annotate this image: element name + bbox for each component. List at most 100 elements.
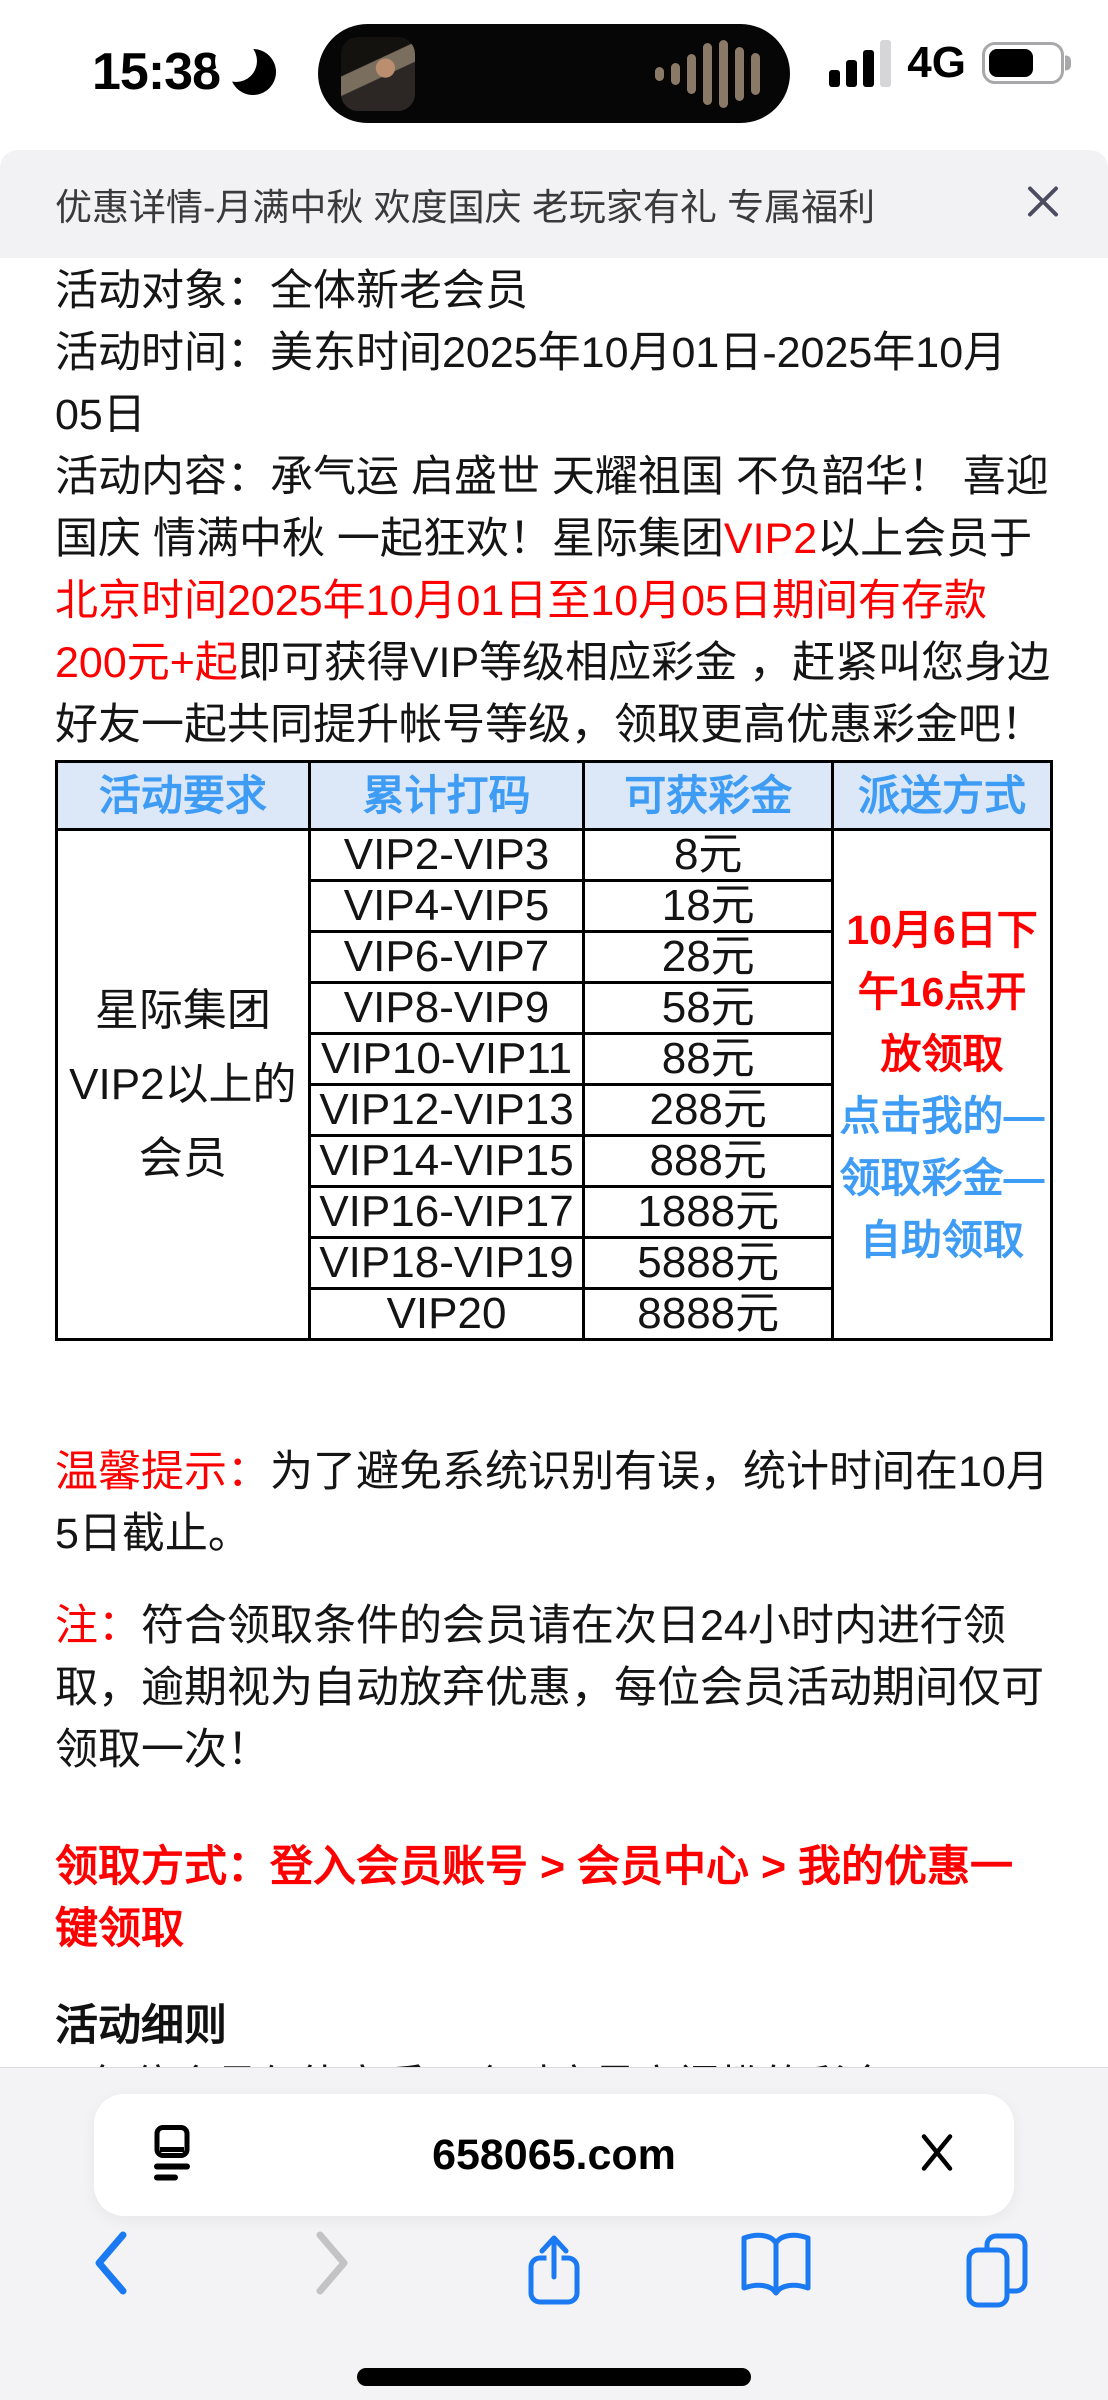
- tier-bonus: 8元: [582, 828, 835, 882]
- status-bar: 15:38 4G: [0, 0, 1108, 150]
- tier-range: VIP16-VIP17: [307, 1185, 586, 1239]
- content-text: 活动内容：承气运 启盛世 天耀祖国 不负韶华！ 喜迎国庆 情满中秋 一起狂欢！星…: [55, 453, 1049, 563]
- tier-range: VIP8-VIP9: [307, 981, 586, 1035]
- signal-bar: [880, 40, 892, 87]
- requirement-line: VIP2以上的: [69, 1059, 297, 1109]
- content-highlight-period: 北京时间2025年10月01日至10月05日期间有存款200元+起: [55, 577, 987, 687]
- reader-page-settings-icon[interactable]: [146, 2124, 198, 2187]
- delivery-time-text: 10月6日下午16点开放领取: [846, 906, 1038, 1077]
- tier-bonus: 288元: [582, 1083, 835, 1137]
- tier-range: VIP20: [307, 1287, 586, 1341]
- tier-range: VIP12-VIP13: [307, 1083, 586, 1137]
- table-row: VIP18-VIP19 5888元: [57, 1236, 1052, 1290]
- col-header-delivery: 派送方式: [831, 760, 1053, 831]
- signal-bar: [846, 60, 858, 87]
- col-header-wagering: 累计打码: [307, 760, 586, 831]
- tier-bonus: 18元: [582, 879, 835, 933]
- table-row: VIP8-VIP9 58元: [57, 981, 1052, 1035]
- battery-nub: [1065, 55, 1071, 71]
- cellular-signal-icon: [829, 39, 892, 87]
- tier-range: VIP10-VIP11: [307, 1032, 586, 1086]
- promo-sheet-header: 优惠详情-月满中秋 欢度国庆 老玩家有礼 专属福利: [0, 150, 1108, 258]
- time-cluster: 15:38: [92, 40, 276, 102]
- rules-title: 活动细则: [55, 2002, 227, 2050]
- audience-line: 活动对象：全体新老会员: [55, 267, 528, 315]
- tier-range: VIP18-VIP19: [307, 1236, 586, 1290]
- requirement-line: 会员: [138, 1133, 227, 1183]
- tier-range: VIP4-VIP5: [307, 879, 586, 933]
- network-type-label: 4G: [907, 38, 966, 87]
- do-not-disturb-moon-icon: [215, 40, 276, 95]
- claim-method-line: 领取方式：登入会员账号 > 会员中心 > 我的优惠一键领取: [55, 1843, 1014, 1953]
- address-bar[interactable]: 658065.com: [94, 2094, 1014, 2216]
- requirement-line: 星际集团: [94, 985, 271, 1035]
- forward-button[interactable]: [222, 2228, 444, 2338]
- table-row: VIP16-VIP17 1888元: [57, 1185, 1052, 1239]
- tier-bonus: 8888元: [582, 1287, 835, 1341]
- share-button[interactable]: [443, 2228, 665, 2338]
- warm-tip-label: 温馨提示：: [55, 1448, 270, 1496]
- table-row: VIP12-VIP13 288元: [57, 1083, 1052, 1137]
- tier-range: VIP14-VIP15: [307, 1134, 586, 1188]
- waveform-bar: [719, 39, 728, 108]
- table-row: VIP4-VIP5 18元: [57, 879, 1052, 933]
- now-playing-album-art: [341, 37, 415, 111]
- content-paragraph: 活动内容：承气运 启盛世 天耀祖国 不负韶华！ 喜迎国庆 情满中秋 一起狂欢！星…: [55, 446, 1053, 756]
- note-label: 注：: [55, 1602, 141, 1650]
- note-line: 注：符合领取条件的会员请在次日24小时内进行领取，逾期视为自动放弃优惠，每位会员…: [55, 1595, 1053, 1781]
- dynamic-island[interactable]: [318, 24, 790, 123]
- requirement-cell: 星际集团 VIP2以上的 会员: [55, 828, 311, 1341]
- signal-bar: [829, 70, 841, 87]
- content-text: 即可获得VIP等级相应彩金 ，赶紧叫您身边好友一起共同提升帐号等级，领取更高优惠…: [55, 639, 1051, 749]
- col-header-requirement: 活动要求: [55, 760, 311, 831]
- delivery-path-text: 点击我的—领取彩金—自助领取: [839, 1092, 1045, 1263]
- battery-icon: [982, 42, 1071, 84]
- safari-bottom-chrome: 658065.com: [0, 2068, 1108, 2400]
- battery-fill: [989, 49, 1033, 77]
- table-header-row: 活动要求 累计打码 可获彩金 派送方式: [55, 760, 1053, 831]
- safari-toolbar: [0, 2228, 1108, 2338]
- clock-time: 15:38: [92, 43, 221, 101]
- tier-bonus: 58元: [582, 981, 835, 1035]
- waveform-bar: [671, 62, 680, 85]
- content-highlight-vip: VIP2: [723, 515, 818, 563]
- tier-range: VIP2-VIP3: [307, 828, 586, 882]
- content-text: 以上会员于: [817, 515, 1033, 563]
- tier-bonus: 88元: [582, 1032, 835, 1086]
- url-text: 658065.com: [432, 2130, 676, 2179]
- home-indicator[interactable]: [357, 2368, 751, 2386]
- table-row: VIP6-VIP7 28元: [57, 930, 1052, 984]
- delivery-cell: 10月6日下午16点开放领取 点击我的—领取彩金—自助领取: [831, 828, 1053, 1341]
- table-row: 星际集团 VIP2以上的 会员 VIP2-VIP3 8元 10月6日下午16点开…: [55, 828, 1053, 1341]
- bookmarks-button[interactable]: [665, 2228, 887, 2338]
- waveform-bar: [735, 46, 744, 101]
- col-header-bonus: 可获彩金: [582, 760, 835, 831]
- tier-bonus: 1888元: [582, 1185, 835, 1239]
- audio-waveform-icon: [655, 39, 760, 108]
- table-row: VIP10-VIP11 88元: [57, 1032, 1052, 1086]
- promo-page-content: 活动对象：全体新老会员 活动时间：美东时间2025年10月01日-2025年10…: [0, 258, 1108, 2400]
- bonus-tier-table: 活动要求 累计打码 可获彩金 派送方式 星际集团 VIP2以上的 会员 VIP2…: [55, 760, 1053, 1341]
- page-title: 优惠详情-月满中秋 欢度国庆 老玩家有礼 专属福利: [55, 187, 876, 228]
- tier-bonus: 888元: [582, 1134, 835, 1188]
- waveform-bar: [687, 53, 696, 94]
- tier-bonus: 5888元: [582, 1236, 835, 1290]
- warm-tip-line: 温馨提示：为了避免系统识别有误，统计时间在10月5日截止。: [55, 1441, 1053, 1565]
- stop-loading-icon[interactable]: [916, 2132, 958, 2179]
- tier-bonus: 28元: [582, 930, 835, 984]
- close-icon[interactable]: [1024, 183, 1062, 226]
- tabs-button[interactable]: [886, 2228, 1108, 2338]
- back-button[interactable]: [0, 2228, 222, 2338]
- note-text: 符合领取条件的会员请在次日24小时内进行领取，逾期视为自动放弃优惠，每位会员活动…: [55, 1602, 1044, 1774]
- waveform-bar: [655, 66, 664, 81]
- status-right-cluster: 4G: [829, 38, 1071, 88]
- warm-tip-text: 为了避免系统识别有误，统计时间在10月5日截止。: [55, 1448, 1049, 1558]
- waveform-bar: [703, 42, 712, 105]
- table-row: VIP14-VIP15 888元: [57, 1134, 1052, 1188]
- tier-range: VIP6-VIP7: [307, 930, 586, 984]
- time-line: 活动时间：美东时间2025年10月01日-2025年10月05日: [55, 329, 1007, 439]
- signal-bar: [863, 50, 875, 87]
- waveform-bar: [751, 52, 760, 95]
- table-row: VIP20 8888元: [57, 1287, 1052, 1341]
